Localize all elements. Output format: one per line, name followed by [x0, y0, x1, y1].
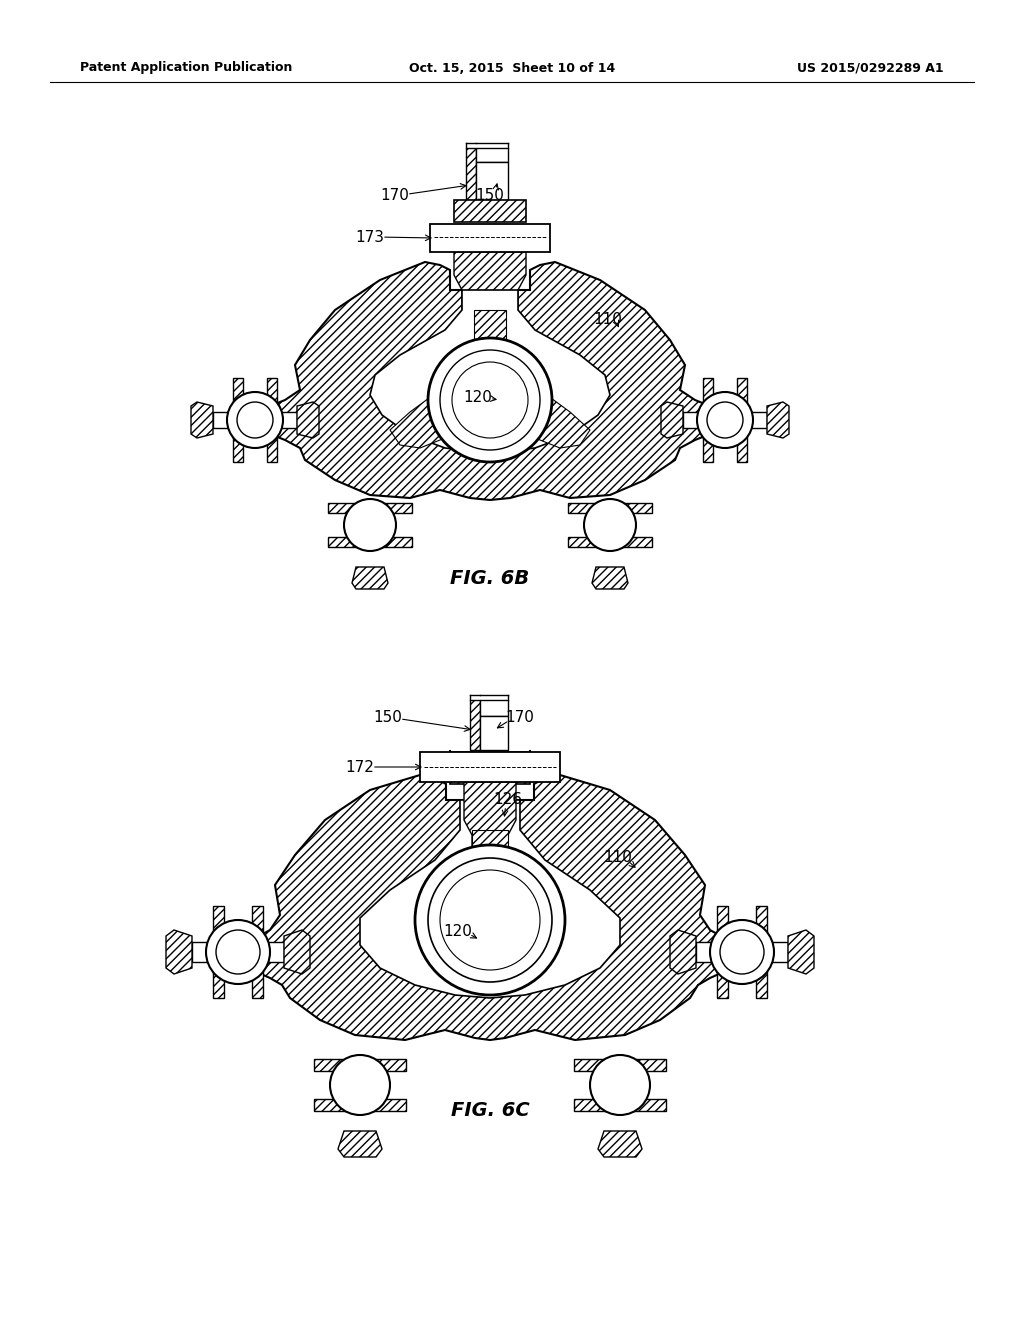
- Polygon shape: [756, 906, 767, 998]
- Polygon shape: [260, 261, 720, 500]
- Circle shape: [428, 858, 552, 982]
- Circle shape: [216, 931, 260, 974]
- Polygon shape: [598, 1131, 642, 1158]
- Polygon shape: [166, 931, 193, 974]
- Polygon shape: [267, 378, 278, 462]
- Polygon shape: [470, 700, 480, 750]
- Polygon shape: [328, 537, 412, 546]
- Polygon shape: [370, 290, 610, 455]
- Circle shape: [452, 362, 528, 438]
- Polygon shape: [233, 378, 243, 462]
- Polygon shape: [314, 1059, 406, 1071]
- Polygon shape: [464, 781, 516, 861]
- Polygon shape: [191, 403, 213, 438]
- Polygon shape: [454, 201, 526, 222]
- Polygon shape: [474, 310, 506, 370]
- Polygon shape: [213, 906, 224, 998]
- Text: Oct. 15, 2015  Sheet 10 of 14: Oct. 15, 2015 Sheet 10 of 14: [409, 62, 615, 74]
- Polygon shape: [788, 931, 814, 974]
- Polygon shape: [472, 830, 508, 895]
- Circle shape: [227, 392, 283, 447]
- Polygon shape: [737, 378, 746, 462]
- Text: Patent Application Publication: Patent Application Publication: [80, 62, 293, 74]
- Polygon shape: [568, 503, 652, 513]
- Circle shape: [590, 1055, 650, 1115]
- Text: 150: 150: [475, 187, 505, 202]
- Text: 110: 110: [594, 313, 623, 327]
- Bar: [420, 752, 560, 781]
- Polygon shape: [390, 370, 490, 447]
- Polygon shape: [338, 1131, 382, 1158]
- Text: 170: 170: [506, 710, 535, 726]
- Polygon shape: [454, 252, 526, 310]
- Text: 172: 172: [345, 759, 375, 775]
- Text: 120: 120: [464, 391, 493, 405]
- Polygon shape: [592, 568, 628, 589]
- Polygon shape: [252, 906, 263, 998]
- Polygon shape: [245, 775, 735, 1040]
- Polygon shape: [574, 1100, 666, 1111]
- Polygon shape: [717, 906, 728, 998]
- Bar: [476, 162, 508, 201]
- Bar: [683, 412, 767, 428]
- Polygon shape: [297, 403, 319, 438]
- Text: FIG. 6B: FIG. 6B: [451, 569, 529, 587]
- Circle shape: [707, 403, 743, 438]
- Polygon shape: [352, 568, 388, 589]
- Circle shape: [697, 392, 753, 447]
- Polygon shape: [328, 503, 412, 513]
- Polygon shape: [490, 370, 590, 447]
- Circle shape: [720, 931, 764, 974]
- Circle shape: [415, 845, 565, 995]
- Polygon shape: [314, 1100, 406, 1111]
- Circle shape: [584, 499, 636, 550]
- Polygon shape: [574, 1059, 666, 1071]
- Text: 110: 110: [603, 850, 633, 866]
- Text: 120: 120: [443, 924, 472, 940]
- Text: 126: 126: [494, 792, 522, 808]
- Bar: [696, 942, 788, 962]
- Polygon shape: [703, 378, 713, 462]
- Circle shape: [440, 870, 540, 970]
- Circle shape: [428, 338, 552, 462]
- Text: FIG. 6C: FIG. 6C: [451, 1101, 529, 1119]
- Circle shape: [330, 1055, 390, 1115]
- Polygon shape: [662, 403, 683, 438]
- Polygon shape: [466, 148, 476, 201]
- Bar: [430, 224, 550, 252]
- Polygon shape: [767, 403, 790, 438]
- Bar: [193, 942, 284, 962]
- Bar: [480, 700, 508, 715]
- Text: 170: 170: [381, 187, 410, 202]
- Circle shape: [344, 499, 396, 550]
- Polygon shape: [450, 750, 530, 784]
- Polygon shape: [360, 800, 620, 998]
- Circle shape: [237, 403, 273, 438]
- Text: 150: 150: [374, 710, 402, 726]
- Polygon shape: [284, 931, 310, 974]
- Text: US 2015/0292289 A1: US 2015/0292289 A1: [798, 62, 944, 74]
- Bar: [480, 715, 508, 750]
- Bar: [476, 148, 508, 162]
- Bar: [213, 412, 297, 428]
- Circle shape: [440, 350, 540, 450]
- Circle shape: [710, 920, 774, 983]
- Text: 173: 173: [355, 230, 384, 244]
- Polygon shape: [568, 537, 652, 546]
- Polygon shape: [670, 931, 696, 974]
- Circle shape: [206, 920, 270, 983]
